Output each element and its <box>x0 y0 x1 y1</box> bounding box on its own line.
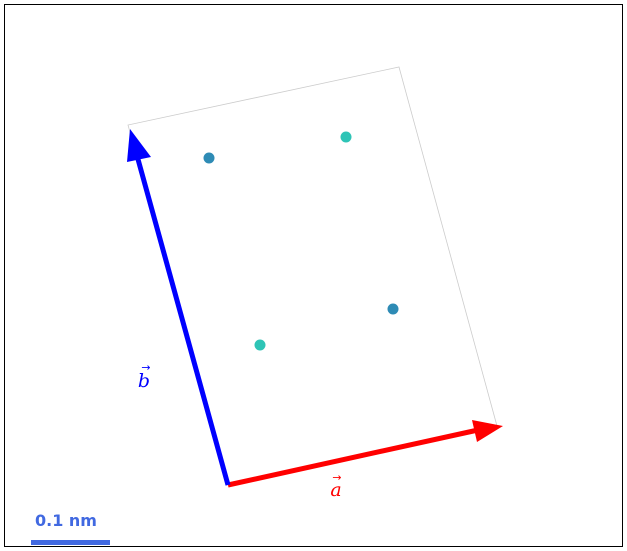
atom-type1-1 <box>203 152 215 164</box>
vector-b-shaft <box>133 151 231 486</box>
atom-type2-2 <box>254 339 266 351</box>
plot-frame <box>4 4 623 547</box>
vector-a-label: a → <box>330 471 341 501</box>
scale-bar-label: 0.1 nm <box>35 511 97 530</box>
vector-b-label: b → <box>138 361 151 392</box>
scale-bar: 0.1 nm <box>31 511 110 545</box>
atom-type2-1 <box>340 131 352 143</box>
vector-b <box>127 129 231 486</box>
atom-type1-2 <box>387 303 399 315</box>
vector-b-arrowhead <box>127 129 151 162</box>
unit-cell-outline <box>127 66 498 486</box>
vector-a <box>227 420 503 488</box>
vector-a-arrowhead <box>472 420 503 442</box>
vector-a-shaft <box>227 427 479 488</box>
vector-a-arrow-glyph: → <box>332 471 341 484</box>
vector-b-label-text: b <box>138 370 150 392</box>
vector-b-arrow-glyph: → <box>141 361 150 374</box>
vector-a-label-text: a <box>330 479 341 501</box>
scale-bar-line <box>31 540 110 545</box>
